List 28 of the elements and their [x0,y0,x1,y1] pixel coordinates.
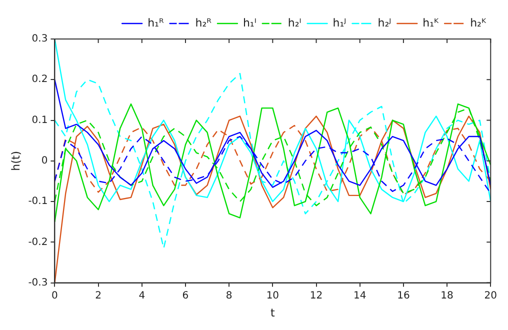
legend-label: h₁ᴷ [422,16,440,30]
x-tick-label: 2 [95,290,102,302]
y-tick-label: 0 [41,155,48,166]
x-tick-label: 10 [266,290,280,302]
y-axis-title: h(t) [9,150,22,171]
y-tick-label: -0.1 [28,196,48,208]
legend-label: h₁ᴵ [242,16,256,30]
legend-label: h₁ᴶ [332,16,346,30]
legend-label: h₂ᴶ [378,16,392,30]
x-tick-label: 8 [226,290,232,302]
legend-label: h₂ᴵ [288,16,302,30]
x-tick-label: 20 [484,290,498,302]
legend-label: h₁ᴿ [148,16,164,30]
x-tick-label: 4 [138,290,146,302]
y-tick-label: 0.3 [32,34,48,45]
y-tick-label: 0.2 [32,74,48,86]
y-tick-label: 0.1 [32,114,48,126]
x-tick-label: 12 [310,290,323,302]
x-tick-label: 14 [353,290,366,302]
x-tick-label: 0 [52,290,58,302]
x-tick-label: 6 [182,290,189,302]
legend-label: h₂ᴿ [195,16,212,30]
x-tick-label: 16 [397,290,410,302]
x-tick-label: 18 [440,290,454,302]
x-axis-title: t [270,306,276,320]
legend-label: h₂ᴷ [470,16,486,30]
y-tick-label: -0.2 [28,236,48,248]
y-tick-label: -0.3 [28,277,48,288]
